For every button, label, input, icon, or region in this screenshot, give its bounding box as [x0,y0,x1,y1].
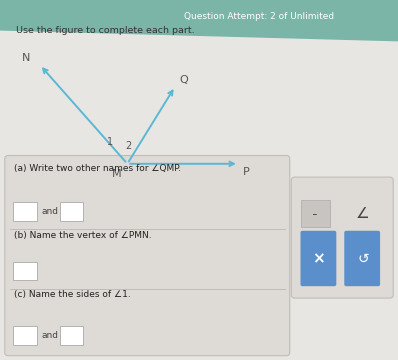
Text: Q: Q [179,75,188,85]
FancyBboxPatch shape [60,202,83,221]
Text: $\bar{\ }$: $\bar{\ }$ [312,207,319,220]
FancyBboxPatch shape [5,156,290,356]
Text: $\angle$: $\angle$ [355,206,369,221]
Text: 2: 2 [125,141,132,151]
Text: Question Attempt: 2 of Unlimited: Question Attempt: 2 of Unlimited [183,12,334,21]
Text: N: N [21,53,30,63]
Text: (b) Name the vertex of ∠PMN.: (b) Name the vertex of ∠PMN. [14,231,152,240]
FancyBboxPatch shape [344,231,380,286]
Text: and: and [42,330,59,340]
Text: P: P [243,167,250,177]
FancyBboxPatch shape [291,177,393,298]
FancyBboxPatch shape [13,202,37,221]
FancyBboxPatch shape [13,326,37,345]
Text: 1: 1 [107,137,113,147]
Text: and: and [42,207,59,216]
FancyBboxPatch shape [300,231,336,286]
Text: ×: × [312,251,325,266]
FancyBboxPatch shape [301,200,330,227]
Text: (a) Write two other names for ∠QMP.: (a) Write two other names for ∠QMP. [14,164,181,173]
Text: (c) Name the sides of ∠1.: (c) Name the sides of ∠1. [14,291,131,300]
Polygon shape [0,0,398,41]
Text: Use the figure to complete each part.: Use the figure to complete each part. [16,26,195,35]
Text: $\circlearrowleft$: $\circlearrowleft$ [355,252,370,265]
Text: M: M [112,169,121,179]
FancyBboxPatch shape [13,262,37,280]
FancyBboxPatch shape [60,326,83,345]
